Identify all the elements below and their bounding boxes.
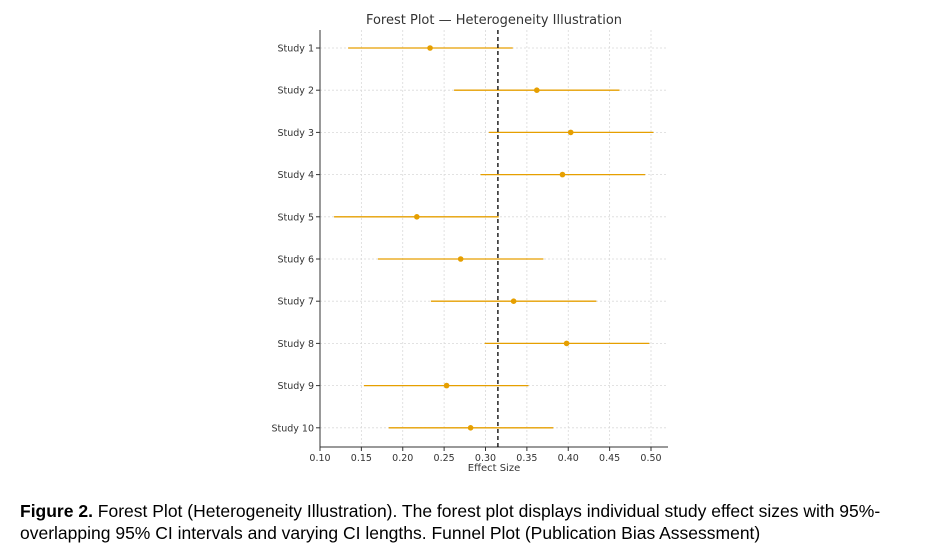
caption-label: Figure 2.	[20, 501, 93, 521]
effect-point	[559, 171, 566, 178]
effect-point	[567, 129, 574, 136]
y-tick-label: Study 8	[278, 339, 315, 350]
effect-point	[467, 425, 474, 431]
y-tick-label: Study 5	[278, 212, 315, 223]
effect-point	[414, 214, 420, 220]
y-tick-label: Study 3	[278, 128, 315, 139]
grid	[319, 30, 668, 447]
y-tick-label: Study 6	[278, 255, 315, 266]
x-tick-label: 0.25	[434, 453, 455, 464]
study-marks	[334, 30, 654, 447]
y-tick-label: Study 2	[278, 86, 315, 97]
y-tick-label: Study 9	[278, 381, 315, 392]
y-tick-label: Study 4	[278, 170, 315, 181]
effect-point	[427, 45, 433, 51]
x-tick-label: 0.50	[640, 453, 661, 464]
forest-plot: Forest Plot — Heterogeneity Illustration…	[271, 13, 668, 474]
x-tick-label: 0.10	[309, 453, 330, 464]
x-tick-label: 0.45	[599, 453, 620, 464]
x-tick-label: 0.30	[475, 453, 496, 464]
x-tick-label: 0.15	[351, 453, 372, 464]
effect-point	[510, 298, 517, 305]
x-tick-label: 0.40	[558, 453, 579, 464]
effect-point	[457, 256, 464, 262]
x-tick-label: 0.20	[392, 453, 413, 464]
chart-title: Forest Plot — Heterogeneity Illustration	[366, 13, 622, 28]
y-tick-label: Study 1	[278, 44, 315, 55]
figure-caption: Figure 2. Forest Plot (Heterogeneity Ill…	[20, 500, 930, 544]
caption-text: Forest Plot (Heterogeneity Illustration)…	[20, 501, 881, 543]
effect-point	[443, 382, 450, 389]
y-tick-label: Study 7	[278, 297, 315, 308]
y-tick-label: Study 10	[271, 423, 314, 434]
x-tick-label: 0.35	[516, 453, 537, 464]
axes: 0.10 0.15 0.20 0.25 0.30 0.35 0.40 0.45 0.50 Stud…	[271, 30, 668, 464]
effect-point	[563, 340, 570, 347]
x-axis-label: Effect Size	[468, 463, 521, 474]
effect-point	[534, 87, 540, 93]
